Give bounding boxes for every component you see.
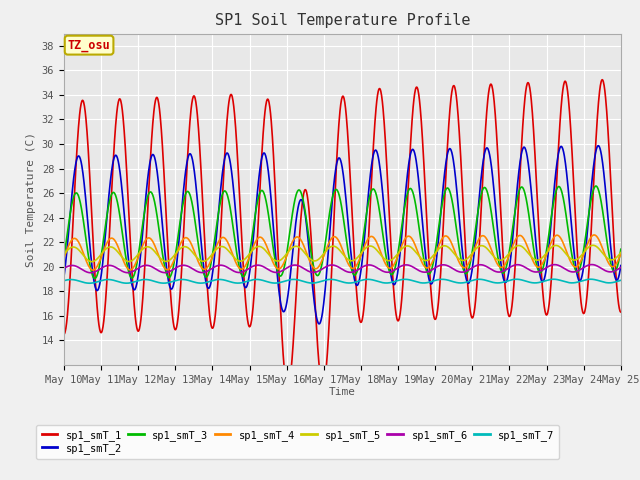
sp1_smT_5 xyxy=(60,252,68,257)
sp1_smT_1 xyxy=(126,228,134,233)
sp1_smT_2 xyxy=(126,268,134,274)
sp1_smT_3 xyxy=(91,276,99,281)
sp1_smT_7 xyxy=(60,278,68,284)
sp1_smT_1 xyxy=(598,77,606,83)
sp1_smT_3 xyxy=(104,209,111,215)
X-axis label: Time: Time xyxy=(329,387,356,397)
sp1_smT_3 xyxy=(378,220,385,226)
sp1_smT_2 xyxy=(316,321,323,327)
sp1_smT_5 xyxy=(88,259,96,264)
sp1_smT_7 xyxy=(308,280,316,286)
sp1_smT_3 xyxy=(617,246,625,252)
Line: sp1_smT_3: sp1_smT_3 xyxy=(64,186,621,278)
sp1_smT_6 xyxy=(318,266,326,272)
sp1_smT_2 xyxy=(378,176,385,181)
sp1_smT_7 xyxy=(126,280,134,286)
sp1_smT_7 xyxy=(378,279,385,285)
sp1_smT_7 xyxy=(297,277,305,283)
sp1_smT_5 xyxy=(617,250,625,255)
sp1_smT_4 xyxy=(590,232,598,238)
sp1_smT_7 xyxy=(318,278,326,284)
Line: sp1_smT_4: sp1_smT_4 xyxy=(64,235,621,270)
Title: SP1 Soil Temperature Profile: SP1 Soil Temperature Profile xyxy=(214,13,470,28)
sp1_smT_6 xyxy=(308,269,316,275)
sp1_smT_6 xyxy=(297,264,305,270)
sp1_smT_4 xyxy=(104,239,111,245)
sp1_smT_2 xyxy=(617,263,625,268)
sp1_smT_6 xyxy=(617,264,625,270)
sp1_smT_7 xyxy=(587,276,595,282)
sp1_smT_3 xyxy=(318,260,326,266)
sp1_smT_4 xyxy=(617,251,625,257)
sp1_smT_4 xyxy=(60,255,68,261)
sp1_smT_2 xyxy=(318,312,326,318)
sp1_smT_2 xyxy=(103,213,111,218)
Line: sp1_smT_1: sp1_smT_1 xyxy=(64,80,621,389)
sp1_smT_5 xyxy=(589,242,596,248)
sp1_smT_4 xyxy=(89,267,97,273)
sp1_smT_4 xyxy=(308,263,316,269)
Legend: sp1_smT_1, sp1_smT_2, sp1_smT_3, sp1_smT_4, sp1_smT_5, sp1_smT_6, sp1_smT_7: sp1_smT_1, sp1_smT_2, sp1_smT_3, sp1_smT… xyxy=(36,425,559,459)
sp1_smT_1 xyxy=(378,90,385,96)
sp1_smT_6 xyxy=(588,262,596,267)
Text: TZ_osu: TZ_osu xyxy=(68,38,111,52)
sp1_smT_6 xyxy=(104,263,111,268)
Line: sp1_smT_5: sp1_smT_5 xyxy=(64,245,621,262)
sp1_smT_7 xyxy=(617,277,625,283)
sp1_smT_3 xyxy=(126,273,134,279)
sp1_smT_1 xyxy=(318,384,326,389)
sp1_smT_6 xyxy=(60,265,68,271)
sp1_smT_3 xyxy=(60,254,68,260)
sp1_smT_2 xyxy=(308,276,316,281)
sp1_smT_6 xyxy=(87,270,95,276)
sp1_smT_6 xyxy=(126,270,134,276)
sp1_smT_5 xyxy=(126,259,134,264)
sp1_smT_5 xyxy=(378,252,385,258)
sp1_smT_1 xyxy=(617,309,625,315)
sp1_smT_6 xyxy=(378,267,385,273)
sp1_smT_7 xyxy=(104,276,111,282)
sp1_smT_2 xyxy=(296,197,304,203)
sp1_smT_1 xyxy=(60,331,68,337)
Line: sp1_smT_7: sp1_smT_7 xyxy=(64,279,621,283)
Line: sp1_smT_6: sp1_smT_6 xyxy=(64,264,621,273)
Line: sp1_smT_2: sp1_smT_2 xyxy=(64,146,621,324)
sp1_smT_2 xyxy=(595,143,602,149)
sp1_smT_3 xyxy=(592,183,600,189)
sp1_smT_5 xyxy=(104,245,111,251)
sp1_smT_3 xyxy=(297,189,305,194)
sp1_smT_5 xyxy=(308,257,316,263)
sp1_smT_2 xyxy=(60,274,68,279)
sp1_smT_1 xyxy=(308,251,316,257)
sp1_smT_7 xyxy=(86,280,93,286)
sp1_smT_3 xyxy=(308,256,316,262)
Y-axis label: Soil Temperature (C): Soil Temperature (C) xyxy=(26,132,36,267)
sp1_smT_1 xyxy=(103,275,111,281)
sp1_smT_4 xyxy=(378,251,385,257)
sp1_smT_5 xyxy=(297,245,305,251)
sp1_smT_4 xyxy=(318,257,326,263)
sp1_smT_1 xyxy=(297,219,305,225)
sp1_smT_4 xyxy=(297,237,305,242)
sp1_smT_1 xyxy=(284,386,291,392)
sp1_smT_4 xyxy=(126,267,134,273)
sp1_smT_5 xyxy=(318,253,326,259)
